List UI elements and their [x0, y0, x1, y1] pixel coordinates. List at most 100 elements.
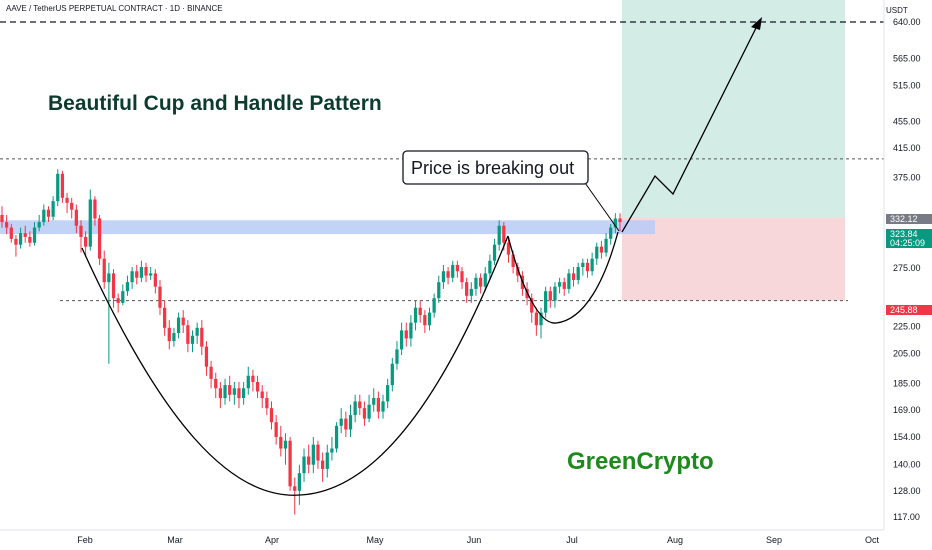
candle-body: [511, 254, 515, 268]
candle: [204, 341, 209, 376]
candle-body: [311, 444, 315, 465]
candle: [223, 378, 227, 405]
candle: [163, 300, 167, 336]
candle: [102, 250, 106, 289]
candle: [111, 269, 116, 308]
candle: [46, 206, 51, 223]
candle: [413, 300, 418, 331]
candle-body: [200, 327, 204, 347]
candle: [488, 254, 492, 280]
callout-text: Price is breaking out: [411, 158, 574, 178]
candle: [9, 223, 13, 243]
candle-body: [455, 264, 459, 272]
candle: [344, 411, 348, 437]
candle-body: [325, 452, 329, 469]
price-label-bg: [886, 229, 932, 239]
price-tick-label: 640.00: [893, 17, 921, 27]
candle: [599, 240, 604, 259]
candle-body: [474, 277, 478, 289]
candle: [214, 372, 218, 399]
candle-body: [404, 330, 408, 339]
candle-body: [316, 444, 320, 461]
candle: [609, 223, 613, 245]
candle-body: [488, 260, 492, 274]
candle: [418, 300, 422, 323]
candle-body: [390, 363, 394, 386]
candle-body: [381, 401, 385, 412]
candle-body: [502, 225, 506, 243]
candle-body: [469, 288, 473, 296]
candle-body: [544, 291, 548, 313]
candle-body: [460, 271, 464, 283]
candle: [186, 320, 190, 353]
candle: [74, 204, 78, 234]
candle: [567, 269, 571, 294]
candle: [255, 375, 260, 399]
candle-body: [181, 317, 185, 326]
candle-body: [158, 286, 162, 308]
candle: [144, 262, 148, 283]
candle-body: [609, 227, 613, 239]
candle-body: [265, 398, 269, 409]
candle: [367, 394, 371, 423]
candle-body: [46, 209, 51, 217]
candle-body: [399, 330, 404, 350]
candle: [241, 381, 246, 405]
candle-body: [9, 227, 13, 239]
chart-title: Beautiful Cup and Handle Pattern: [48, 92, 382, 115]
candle: [70, 197, 74, 219]
time-tick-label: Apr: [265, 535, 279, 545]
candle-body: [65, 197, 69, 203]
time-tick-label: Sep: [766, 535, 782, 545]
candle-body: [260, 391, 264, 399]
candle: [492, 238, 497, 265]
candle-body: [348, 415, 353, 430]
candle-body: [618, 218, 622, 223]
candle: [386, 378, 390, 409]
candle: [125, 275, 130, 296]
candle: [469, 282, 473, 303]
candle-body: [576, 267, 580, 280]
candle-body: [516, 267, 520, 276]
candle: [232, 381, 236, 405]
candle: [325, 444, 329, 478]
candle-body: [293, 486, 297, 491]
candle: [107, 262, 111, 364]
candle-body: [567, 273, 571, 289]
candle: [530, 293, 534, 323]
price-tick-label: 169.00: [893, 405, 921, 415]
candle-body: [214, 378, 218, 389]
candle: [288, 436, 292, 491]
price-tick-label: 225.00: [893, 322, 921, 332]
candle-body: [367, 404, 371, 419]
candle-body: [320, 460, 325, 469]
candle-body: [446, 271, 450, 278]
candle: [88, 189, 92, 251]
candle: [516, 262, 520, 283]
candle-body: [130, 271, 134, 283]
resistance-zone: [0, 220, 655, 235]
candle-body: [32, 227, 37, 243]
time-tick-label: Aug: [667, 535, 683, 545]
candle: [23, 225, 27, 243]
candle-body: [107, 273, 111, 283]
candle-body: [590, 258, 594, 272]
candle-body: [553, 286, 557, 301]
candle-body: [339, 418, 343, 426]
price-tick-label: 185.00: [893, 379, 921, 389]
candle: [311, 436, 315, 474]
candle-body: [297, 473, 302, 491]
candle-body: [51, 201, 55, 217]
candle-body: [330, 448, 334, 453]
candle: [553, 282, 557, 308]
candle-body: [437, 282, 441, 299]
time-tick-label: Jul: [566, 535, 578, 545]
candle: [585, 258, 590, 278]
symbol-header: AAVE / TetherUS PERPETUAL CONTRACT · 1D …: [6, 4, 223, 13]
candle: [251, 369, 255, 392]
candle: [423, 310, 427, 334]
candle: [358, 394, 362, 416]
price-label-text: 245.88: [890, 305, 918, 315]
candle: [130, 267, 134, 289]
